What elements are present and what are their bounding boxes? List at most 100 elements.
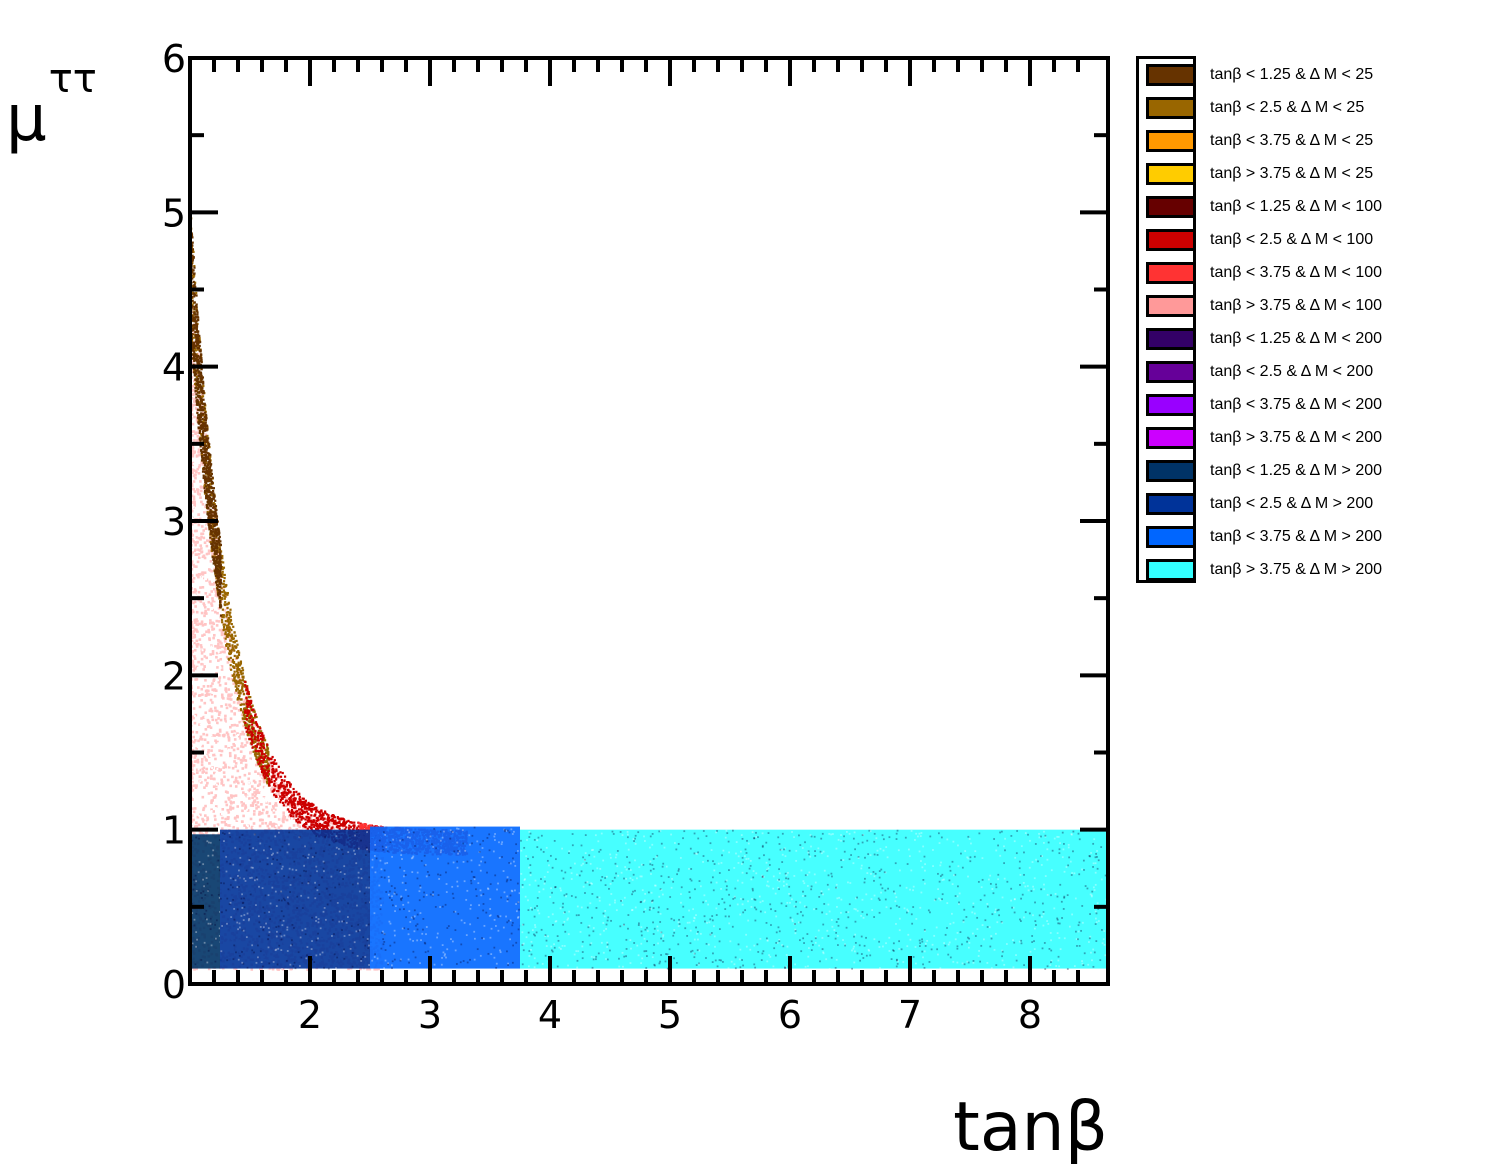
scatter-point xyxy=(197,513,200,517)
scatter-point xyxy=(207,720,210,723)
scatter-point xyxy=(278,776,281,779)
scatter-point xyxy=(283,817,286,821)
scatter-point xyxy=(268,802,272,805)
scatter-point xyxy=(215,825,218,828)
scatter-point xyxy=(232,825,235,829)
scatter-point xyxy=(192,630,196,633)
scatter-point xyxy=(209,707,213,711)
scatter-point xyxy=(328,824,331,828)
scatter-point xyxy=(210,645,213,648)
scatter-point xyxy=(195,536,198,539)
scatter-point xyxy=(225,597,228,600)
scatter-point xyxy=(295,828,299,831)
scatter-point xyxy=(224,583,227,587)
scatter-point xyxy=(198,638,202,641)
scatter-point xyxy=(193,439,196,442)
scatter-point xyxy=(216,823,220,826)
scatter-point xyxy=(194,523,197,526)
scatter-point xyxy=(191,353,195,356)
scatter-point xyxy=(229,615,232,618)
scatter-point xyxy=(289,804,292,808)
scatter-point xyxy=(217,620,221,623)
scatter-point xyxy=(214,594,218,597)
scatter-point xyxy=(215,651,219,655)
scatter-point xyxy=(211,650,215,653)
scatter-point xyxy=(195,306,198,309)
scatter-point xyxy=(259,812,262,816)
scatter-point xyxy=(253,787,256,791)
scatter-point xyxy=(222,582,225,586)
scatter-point xyxy=(239,702,243,705)
scatter-point xyxy=(285,818,289,822)
scatter-point xyxy=(242,693,246,696)
scatter-point xyxy=(238,670,241,674)
scatter-point xyxy=(191,487,194,491)
scatter-point xyxy=(241,687,244,691)
scatter-point xyxy=(193,618,197,622)
scatter-point xyxy=(220,598,223,601)
scatter-point xyxy=(206,595,209,598)
scatter-point xyxy=(200,461,203,464)
scatter-point xyxy=(236,655,239,658)
scatter-point xyxy=(255,715,258,719)
scatter-point xyxy=(214,787,218,791)
scatter-point xyxy=(196,746,199,749)
scatter-point xyxy=(215,559,218,562)
scatter-point xyxy=(230,623,233,626)
scatter-point xyxy=(226,733,230,736)
scatter-point xyxy=(202,644,205,647)
scatter-point xyxy=(219,665,222,668)
scatter-point xyxy=(260,740,264,743)
scatter-point xyxy=(245,741,249,744)
scatter-point xyxy=(203,655,207,658)
scatter-point xyxy=(195,418,199,422)
scatter-point xyxy=(227,693,231,697)
scatter-point xyxy=(225,624,228,627)
scatter-point xyxy=(222,616,225,619)
scatter-point xyxy=(193,642,196,645)
scatter-point xyxy=(190,768,194,771)
scatter-point xyxy=(228,643,231,646)
scatter-point xyxy=(217,659,220,662)
scatter-point xyxy=(192,320,195,323)
scatter-point xyxy=(197,575,200,579)
scatter-point xyxy=(241,767,245,770)
scatter-point xyxy=(248,728,251,731)
scatter-point xyxy=(204,814,207,817)
scatter-point xyxy=(224,637,227,640)
scatter-point xyxy=(191,608,194,612)
scatter-point xyxy=(193,490,197,493)
scatter-point xyxy=(220,693,224,697)
scatter-point xyxy=(277,968,280,971)
scatter-point xyxy=(236,687,239,690)
scatter-point xyxy=(253,781,257,784)
scatter-point xyxy=(225,616,229,620)
scatter-point xyxy=(205,544,209,548)
scatter-point xyxy=(203,786,206,789)
scatter-point xyxy=(275,785,278,789)
scatter-point xyxy=(217,538,221,542)
scatter-point xyxy=(266,755,269,758)
scatter-point xyxy=(212,501,215,505)
scatter-point xyxy=(233,631,236,634)
scatter-point xyxy=(216,679,219,682)
scatter-point xyxy=(257,743,261,746)
scatter-point xyxy=(200,535,203,539)
scatter-point xyxy=(193,784,196,787)
scatter-point xyxy=(229,717,233,721)
scatter-point xyxy=(253,716,257,719)
scatter-point xyxy=(213,814,217,818)
scatter-point xyxy=(292,817,295,821)
scatter-point xyxy=(258,726,261,729)
scatter-point xyxy=(241,703,244,706)
scatter-point xyxy=(290,817,293,820)
scatter-point xyxy=(236,724,239,727)
scatter-point xyxy=(221,575,224,579)
scatter-point xyxy=(277,818,281,821)
scatter-point xyxy=(220,645,224,648)
scatter-point xyxy=(215,539,218,543)
scatter-point xyxy=(264,797,267,800)
scatter-point xyxy=(200,486,203,489)
scatter-point xyxy=(270,788,273,791)
